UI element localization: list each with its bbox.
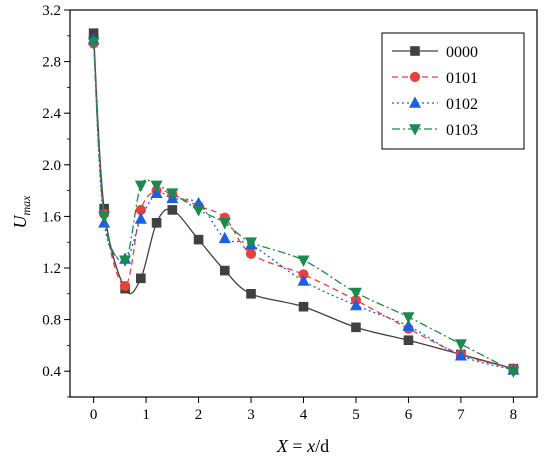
y-tick-label: 3.2	[42, 3, 61, 19]
data-point	[150, 180, 163, 193]
x-tick-label: 2	[195, 407, 203, 423]
y-axis-main: U	[10, 215, 30, 229]
x-tick-label: 8	[510, 407, 518, 423]
series-0103	[87, 37, 520, 378]
legend-marker	[409, 124, 421, 136]
data-point	[298, 301, 309, 312]
legend-item: 0101	[392, 70, 478, 87]
data-point	[245, 237, 258, 249]
legend: 0000 0101 0102 0103	[381, 32, 525, 150]
data-point	[402, 319, 415, 331]
x-axis-unit: /d	[315, 436, 329, 456]
x-tick-label: 6	[405, 407, 413, 423]
legend-item: 0102	[392, 96, 478, 113]
data-point	[134, 180, 147, 193]
series-line	[92, 43, 514, 370]
data-point	[192, 205, 205, 217]
x-tick-label: 4	[300, 407, 308, 423]
data-point	[297, 274, 310, 286]
data-point	[151, 218, 162, 228]
data-point	[134, 212, 147, 224]
y-tick-label: 2.0	[42, 158, 61, 174]
data-point	[349, 298, 362, 311]
data-point	[351, 322, 361, 333]
y-tick-label: 0.8	[42, 313, 61, 329]
data-point	[246, 288, 256, 299]
series-layer	[87, 28, 520, 378]
legend-marker	[410, 46, 420, 56]
series-line	[92, 39, 514, 371]
legend-label: 0000	[446, 44, 478, 61]
x-axis-var: X	[276, 436, 289, 456]
legend-box	[381, 32, 525, 150]
legend-label: 0103	[446, 122, 478, 139]
data-point	[167, 205, 178, 215]
x-axis-expr: x	[306, 436, 315, 456]
data-point	[245, 248, 257, 259]
legend-item: 0103	[392, 122, 478, 139]
x-tick-label: 3	[247, 407, 255, 423]
x-tick-label: 7	[457, 407, 465, 423]
data-point	[136, 273, 146, 284]
y-axis-title: Umax	[10, 195, 33, 229]
legend-marker	[409, 71, 421, 83]
data-point	[403, 335, 414, 346]
data-point	[297, 255, 310, 267]
data-point	[454, 339, 467, 351]
data-point	[87, 37, 100, 49]
x-tick-label: 5	[352, 407, 360, 423]
data-point	[193, 234, 204, 245]
x-tick-label: 1	[142, 407, 150, 423]
data-point	[219, 265, 230, 276]
y-axis-subscript: max	[19, 195, 33, 216]
legend-label: 0101	[446, 70, 478, 87]
data-point	[402, 312, 415, 324]
data-point	[454, 349, 467, 361]
legend-label: 0102	[446, 96, 478, 113]
data-point	[119, 280, 131, 292]
data-point	[218, 231, 231, 244]
data-point	[119, 255, 132, 267]
axis-ticks: 0 1 2 3 4 5 6 7 8 0.4 0.8 1.2 1.6 2.0 2.4 2.8 3.2	[42, 3, 517, 423]
y-tick-label: 0.4	[42, 364, 61, 380]
data-point	[349, 287, 362, 300]
data-point	[507, 366, 520, 378]
data-point	[166, 188, 179, 200]
legend-marker	[409, 96, 421, 108]
y-tick-label: 1.6	[42, 209, 61, 225]
y-tick-label: 1.2	[42, 261, 61, 277]
legend-item: 0000	[392, 44, 478, 61]
x-axis-equals: =	[288, 436, 307, 456]
data-point	[150, 186, 163, 198]
y-tick-label: 2.4	[42, 106, 61, 122]
x-axis-title: X = x/d	[276, 436, 329, 456]
data-point	[98, 211, 111, 224]
data-point	[218, 218, 231, 230]
y-tick-label: 2.8	[42, 55, 61, 71]
x-tick-label: 0	[90, 407, 98, 423]
